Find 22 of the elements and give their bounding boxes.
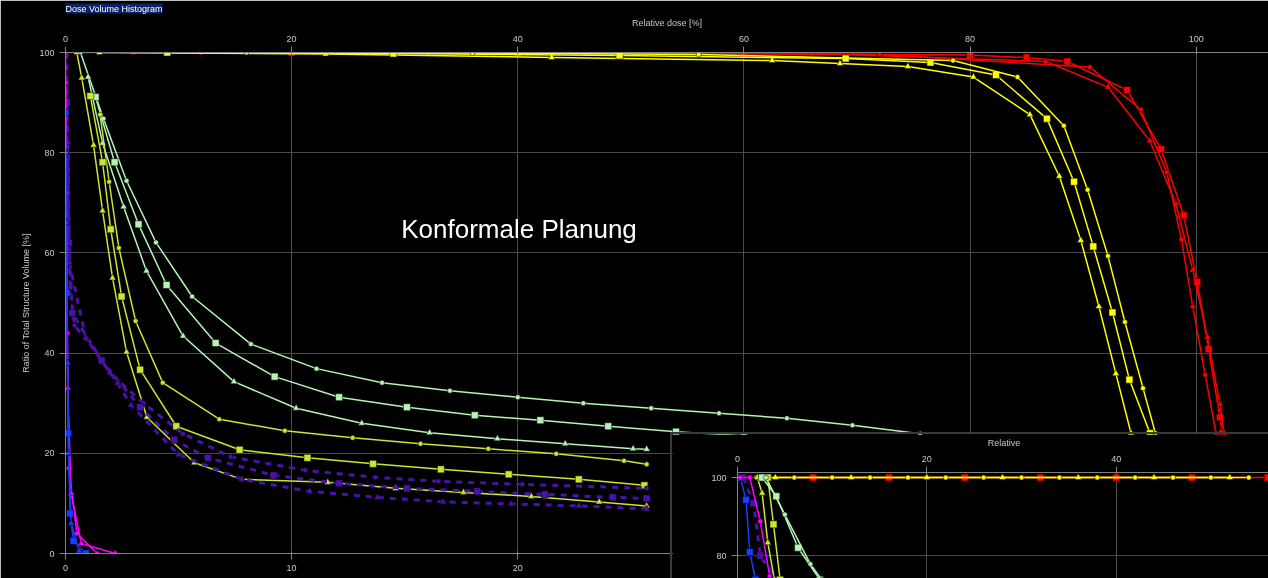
annotation: Konformale Planung — [401, 214, 637, 245]
x2-axis-title: Relative dose [%] — [631, 17, 703, 28]
y-tick-label: 60 — [44, 247, 55, 258]
y-tick-label: 80 — [44, 147, 55, 158]
x2-tick-label: 100 — [1188, 33, 1204, 44]
x-tick-label: 0 — [735, 453, 741, 464]
y-axis-title: Ratio of Total Structure Volume [%] — [21, 233, 32, 373]
y-tick-label: 0 — [49, 548, 55, 559]
chart-title: Dose Volume Histogram — [65, 3, 163, 14]
x-tick-label: 40 — [1111, 453, 1122, 464]
x-tick-label: 0 — [63, 562, 69, 573]
x-tick-label: 10 — [286, 562, 297, 573]
x2-tick-label: 40 — [512, 33, 523, 44]
x2-tick-label: 20 — [286, 33, 297, 44]
y-tick-label: 100 — [39, 47, 55, 58]
y-tick-label: 40 — [44, 348, 55, 359]
x-axis-title: Relative — [987, 437, 1021, 448]
x-tick-label: 20 — [512, 562, 523, 573]
x2-tick-label: 80 — [965, 33, 976, 44]
x2-tick-label: 60 — [738, 33, 749, 44]
x2-tick-label: 0 — [63, 33, 69, 44]
x-tick-label: 20 — [921, 453, 932, 464]
